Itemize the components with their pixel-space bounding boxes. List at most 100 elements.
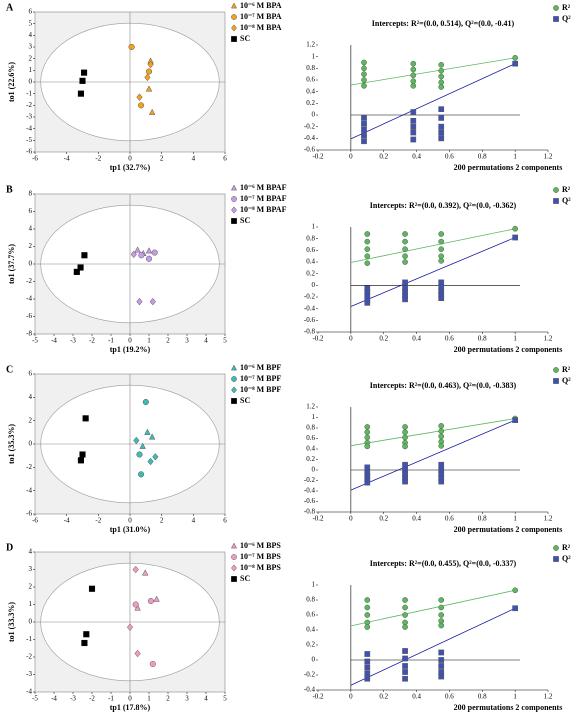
point [512,54,518,61]
point [364,670,371,677]
point [77,264,84,271]
point [364,253,371,260]
regression-line [350,419,516,491]
y-tick-label: -6 [26,312,32,320]
point [438,115,445,121]
x-tick-label: 0 [128,337,132,345]
point [512,225,518,232]
y-tick-label: -3 [26,670,32,678]
y-tick-label: 3 [29,565,33,573]
x-tick-label: -4 [64,155,70,163]
point [402,279,408,286]
point [512,234,518,241]
point [147,597,154,605]
y-tick-label: 1.2 [306,403,315,411]
y-tick-label: 2 [29,583,33,591]
legend-marker [231,36,237,42]
point [402,424,408,430]
x-tick-label: 0.6 [445,153,454,161]
x-tick-label: 3 [185,695,189,703]
x-tick-label: 3 [185,337,189,345]
point [512,587,518,594]
x-tick-label: 0 [128,695,132,703]
point [402,624,408,630]
x-tick-label: 0.8 [478,153,487,161]
x-tick-label: 0.8 [478,693,487,701]
y-tick-label: -4 [26,486,32,494]
chart-title: Intercepts: R²=(0.0, 0.514), Q²=(0.0, -0… [372,19,515,28]
regression-line [350,228,516,263]
x-axis-title: tp1 (17.8%) [110,703,151,712]
point [130,250,137,259]
x-tick-label: -5 [32,695,38,703]
point [361,120,367,127]
y-tick-label: 1.2 [306,41,315,49]
x-tick-label: 0 [349,515,353,523]
legend-marker [553,545,559,551]
y-tick-label: 0.2 [306,641,315,649]
legend-label: 10⁻⁶ M BPF [240,363,281,372]
y-tick-label: 2 [29,242,33,250]
point [138,252,145,259]
legend-label: 10⁻⁸ M BPA [240,23,282,32]
point [134,246,141,253]
x-tick-label: 0.2 [379,693,388,701]
x-tick-label: -0.2 [312,515,324,523]
point [410,72,417,79]
regression-line [350,418,516,447]
x-tick-label: -5 [32,337,38,345]
legend-label: R² [562,543,571,552]
point [402,655,408,662]
y-tick-label: 0 [29,618,33,626]
point [438,604,445,611]
panel-label: B [6,184,13,195]
legend-marker [231,24,237,32]
point [402,612,408,618]
point [402,604,408,611]
x-tick-label: 4 [204,337,208,345]
point [438,461,445,468]
x-tick-label: 0.2 [379,335,388,343]
x-tick-label: 4 [204,695,208,703]
point [152,453,159,461]
legend-label: Q² [562,14,571,23]
point [88,585,96,592]
x-axis-title: tp1 (32.7%) [110,163,151,172]
point [153,595,160,602]
point [402,429,408,436]
legend-marker [231,206,237,214]
x-tick-label: 1.2 [544,153,553,161]
point [361,132,367,139]
y-tick-label: 1 [29,66,33,74]
x-tick-label: -0.2 [312,153,324,161]
point [138,471,145,478]
x-tick-label: 2 [166,337,170,345]
point [77,457,84,464]
y-tick-label: -2 [26,463,32,471]
y-tick-label: -2 [26,101,32,109]
y-tick-label: 0 [312,281,316,289]
x-tick-label: 0 [128,517,132,525]
legend-marker [231,14,237,20]
regression-line [350,57,516,86]
x-tick-label: 4 [192,155,196,163]
x-tick-label: -4 [51,695,57,703]
y-tick-label: 6 [29,370,33,378]
y-tick-label: 0 [29,260,33,268]
x-axis-title: tp1 (31.0%) [110,525,151,534]
legend-marker [231,576,237,582]
point [438,73,445,80]
x-tick-label: 0.2 [379,515,388,523]
panel-label: A [6,2,14,13]
point [402,434,408,441]
point [81,639,88,647]
point [136,297,143,306]
y-tick-label: -0.2 [304,122,316,130]
regression-line [350,607,516,686]
y-tick-label: -0.4 [304,487,316,495]
y-tick-label: -6 [26,148,32,156]
x-tick-label: 0.8 [478,335,487,343]
point [438,433,445,440]
legend-marker [231,376,237,382]
